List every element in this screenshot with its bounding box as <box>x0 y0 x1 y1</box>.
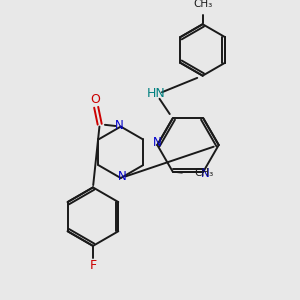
Text: CH₃: CH₃ <box>195 168 214 178</box>
Text: N: N <box>200 167 209 180</box>
Text: N: N <box>115 119 124 133</box>
Text: F: F <box>89 259 97 272</box>
Text: N: N <box>153 136 162 149</box>
Text: HN: HN <box>147 87 165 100</box>
Text: N: N <box>118 170 126 183</box>
Text: CH₃: CH₃ <box>193 0 212 9</box>
Text: O: O <box>90 93 100 106</box>
